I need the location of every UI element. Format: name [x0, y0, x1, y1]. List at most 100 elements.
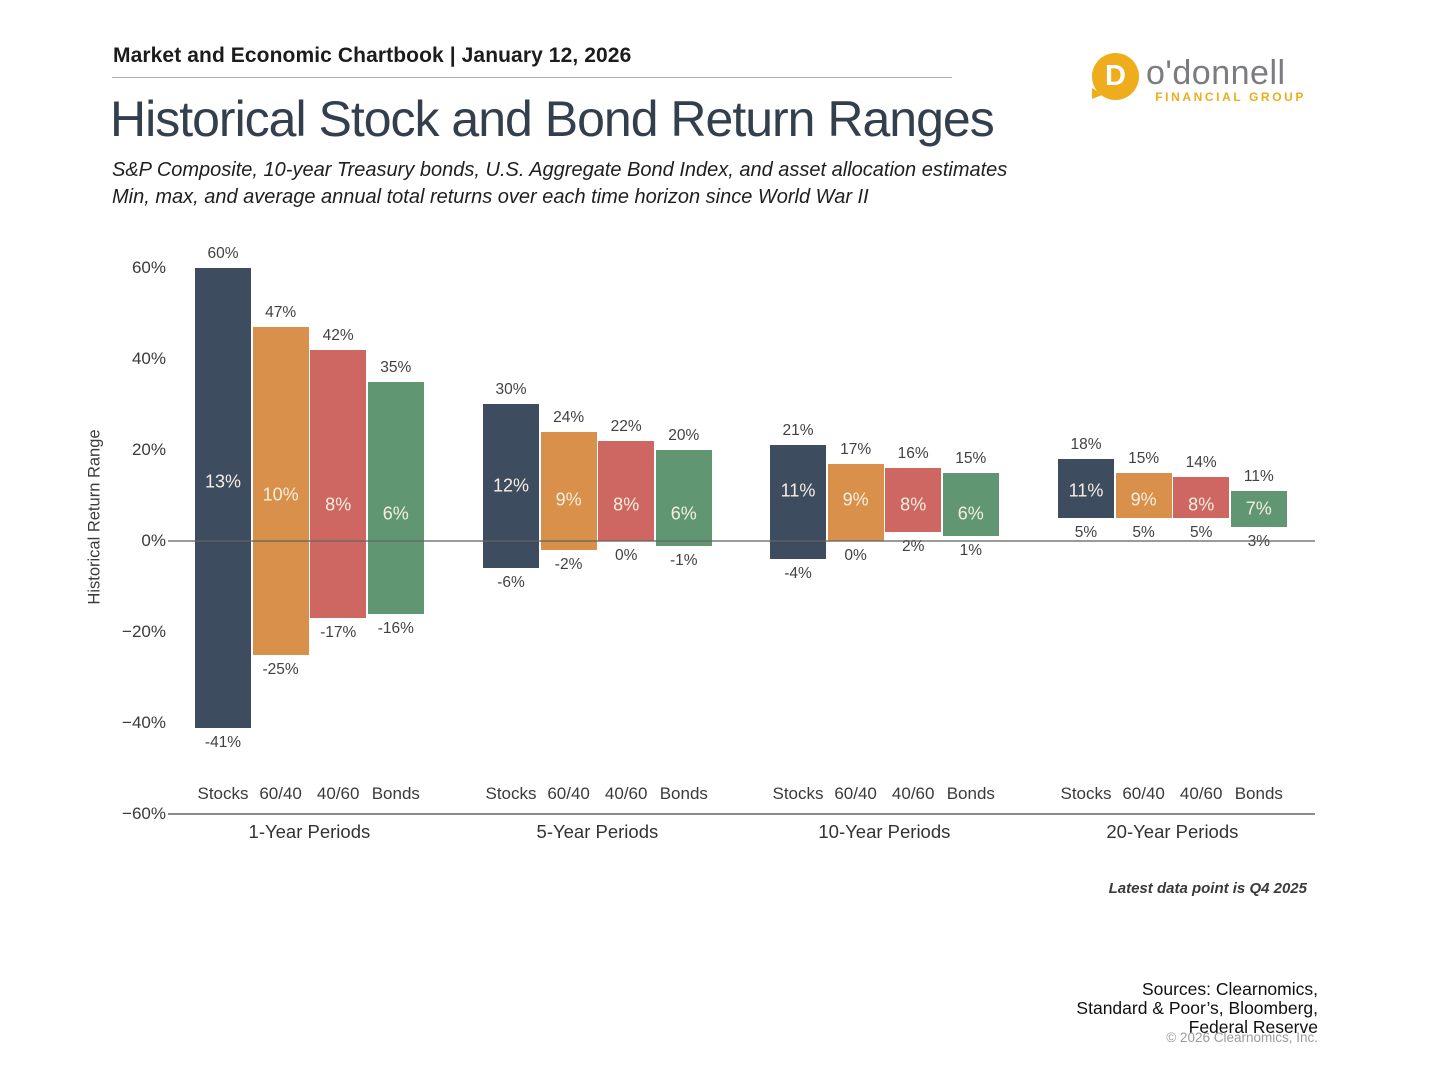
range-bar-40-60-1-year-periods: [310, 349, 367, 619]
range-bar-60-40-20-year-periods: [1115, 472, 1172, 519]
category-label-bonds-20-year-periods: Bonds: [1234, 784, 1283, 803]
range-bar-bonds-10-year-periods: [942, 472, 999, 537]
y-tick-label: −60%: [122, 804, 166, 824]
category-label-stocks-1-year-periods: Stocks: [197, 784, 249, 803]
min-label-bonds-20-year-periods: 3%: [1248, 533, 1270, 551]
latest-data-footnote: Latest data point is Q4 2025: [1108, 880, 1307, 897]
min-label-bonds-5-year-periods: -1%: [670, 551, 698, 569]
sources-line: Standard & Poor’s, Bloomberg,: [1076, 998, 1318, 1018]
range-bar-60-40-10-year-periods: [827, 463, 884, 541]
sources-line: Federal Reserve: [1188, 1017, 1318, 1037]
avg-label-60-40-1-year-periods: 10%: [262, 484, 299, 505]
category-label-bonds-10-year-periods: Bonds: [946, 784, 995, 803]
max-label-bonds-20-year-periods: 11%: [1243, 467, 1274, 485]
category-label-60-40-1-year-periods: 60/40: [259, 784, 302, 803]
min-label-stocks-1-year-periods: -41%: [204, 733, 242, 751]
range-bar-40-60-20-year-periods: [1173, 477, 1230, 519]
avg-label-40-60-10-year-periods: 8%: [900, 494, 927, 515]
min-label-60-40-20-year-periods: 5%: [1132, 524, 1155, 542]
y-tick-label: 0%: [141, 531, 166, 550]
category-label-bonds-5-year-periods: Bonds: [659, 784, 708, 803]
range-bar-stocks-20-year-periods: [1058, 459, 1114, 519]
min-label-bonds-10-year-periods: 1%: [959, 542, 982, 560]
avg-label-40-60-1-year-periods: 8%: [325, 494, 352, 515]
avg-label-40-60-5-year-periods: 8%: [613, 494, 640, 515]
y-tick-label: 20%: [131, 439, 166, 459]
category-label-60-40-20-year-periods: 60/40: [1122, 784, 1165, 803]
chartbook-header: Market and Economic Chartbook | January …: [113, 44, 632, 67]
avg-label-stocks-20-year-periods: 11%: [1068, 480, 1104, 501]
y-tick-label: −40%: [122, 713, 166, 733]
category-label-40-60-10-year-periods: 40/60: [891, 784, 935, 803]
min-label-60-40-10-year-periods: 0%: [844, 547, 867, 564]
avg-label-bonds-5-year-periods: 6%: [670, 503, 697, 524]
avg-label-60-40-10-year-periods: 9%: [842, 489, 869, 510]
category-label-stocks-10-year-periods: Stocks: [772, 784, 824, 803]
max-label-40-60-1-year-periods: 42%: [322, 326, 354, 344]
group-label-10-year-periods: 10-Year Periods: [818, 821, 951, 842]
chart-subtitle: S&P Composite, 10-year Treasury bonds, U…: [112, 157, 1007, 211]
max-label-60-40-5-year-periods: 24%: [553, 408, 585, 426]
max-label-stocks-20-year-periods: 18%: [1070, 436, 1102, 454]
group-label-20-year-periods: 20-Year Periods: [1106, 821, 1239, 842]
chart: Historical Return Range 60% 40% 20% 0% −20% −4…: [86, 245, 1315, 842]
category-label-bonds-1-year-periods: Bonds: [371, 784, 420, 803]
zero-axis-line: [168, 540, 1315, 542]
odonnell-logo-tail: [1092, 88, 1103, 99]
avg-label-60-40-5-year-periods: 9%: [555, 489, 582, 510]
y-tick-label: −20%: [122, 622, 166, 642]
max-label-bonds-5-year-periods: 20%: [668, 426, 700, 444]
min-label-bonds-1-year-periods: -16%: [377, 619, 414, 637]
avg-label-bonds-20-year-periods: 7%: [1245, 498, 1272, 519]
avg-label-bonds-1-year-periods: 6%: [382, 503, 409, 524]
avg-label-bonds-10-year-periods: 6%: [957, 503, 984, 524]
logo-letter: D: [1105, 60, 1126, 92]
odonnell-logo-icon: D: [1092, 53, 1139, 100]
category-label-40-60-1-year-periods: 40/60: [316, 784, 360, 803]
max-label-bonds-10-year-periods: 15%: [955, 449, 987, 467]
min-label-stocks-20-year-periods: 5%: [1074, 524, 1098, 542]
category-label-stocks-5-year-periods: Stocks: [485, 784, 537, 803]
avg-label-stocks-5-year-periods: 12%: [492, 475, 530, 496]
max-label-40-60-10-year-periods: 16%: [897, 445, 929, 463]
range-bar-40-60-5-year-periods: [598, 440, 655, 541]
min-label-60-40-1-year-periods: -25%: [262, 660, 299, 678]
max-label-60-40-20-year-periods: 15%: [1128, 449, 1160, 467]
avg-label-40-60-20-year-periods: 8%: [1188, 494, 1215, 515]
sources-line: Sources: Clearnomics,: [1141, 979, 1318, 999]
min-label-40-60-5-year-periods: 0%: [614, 547, 638, 564]
range-bar-60-40-5-year-periods: [540, 431, 597, 551]
range-bar-stocks-1-year-periods: [195, 267, 251, 728]
group-label-1-year-periods: 1-Year Periods: [248, 821, 371, 842]
page-title: Historical Stock and Bond Return Ranges: [110, 91, 995, 147]
range-bar-bonds-1-year-periods: [367, 381, 424, 614]
max-label-bonds-1-year-periods: 35%: [380, 358, 412, 376]
category-label-60-40-10-year-periods: 60/40: [834, 784, 877, 803]
avg-label-stocks-1-year-periods: 13%: [204, 471, 242, 492]
range-bar-stocks-10-year-periods: [770, 445, 826, 560]
range-bar-60-40-1-year-periods: [252, 327, 309, 655]
odonnell-logo-subtitle: FINANCIAL GROUP: [1155, 90, 1306, 104]
copyright-text: © 2026 Clearnomics, Inc.: [1166, 1030, 1318, 1045]
min-label-stocks-5-year-periods: -6%: [497, 574, 525, 592]
min-label-60-40-5-year-periods: -2%: [554, 556, 583, 574]
category-label-60-40-5-year-periods: 60/40: [547, 784, 590, 803]
max-label-60-40-1-year-periods: 47%: [265, 304, 297, 322]
avg-label-stocks-10-year-periods: 11%: [780, 480, 816, 501]
max-label-stocks-5-year-periods: 30%: [495, 381, 527, 399]
max-label-60-40-10-year-periods: 17%: [840, 440, 872, 458]
range-bar-bonds-20-year-periods: [1230, 490, 1287, 528]
range-bar-bonds-5-year-periods: [655, 449, 712, 546]
group-label-5-year-periods: 5-Year Periods: [536, 821, 659, 842]
sources-text: Sources: Clearnomics, Standard & Poor’s, …: [1076, 980, 1318, 1037]
header-divider: [112, 77, 952, 78]
min-label-40-60-1-year-periods: -17%: [320, 624, 357, 642]
category-label-40-60-20-year-periods: 40/60: [1179, 784, 1223, 803]
y-tick-label: 40%: [131, 348, 166, 368]
x-axis-line: [168, 813, 1315, 816]
min-label-stocks-10-year-periods: -4%: [784, 565, 812, 583]
max-label-stocks-10-year-periods: 21%: [782, 422, 814, 440]
category-label-stocks-20-year-periods: Stocks: [1060, 784, 1112, 803]
subtitle-line-1: S&P Composite, 10-year Treasury bonds, U…: [112, 159, 1008, 181]
